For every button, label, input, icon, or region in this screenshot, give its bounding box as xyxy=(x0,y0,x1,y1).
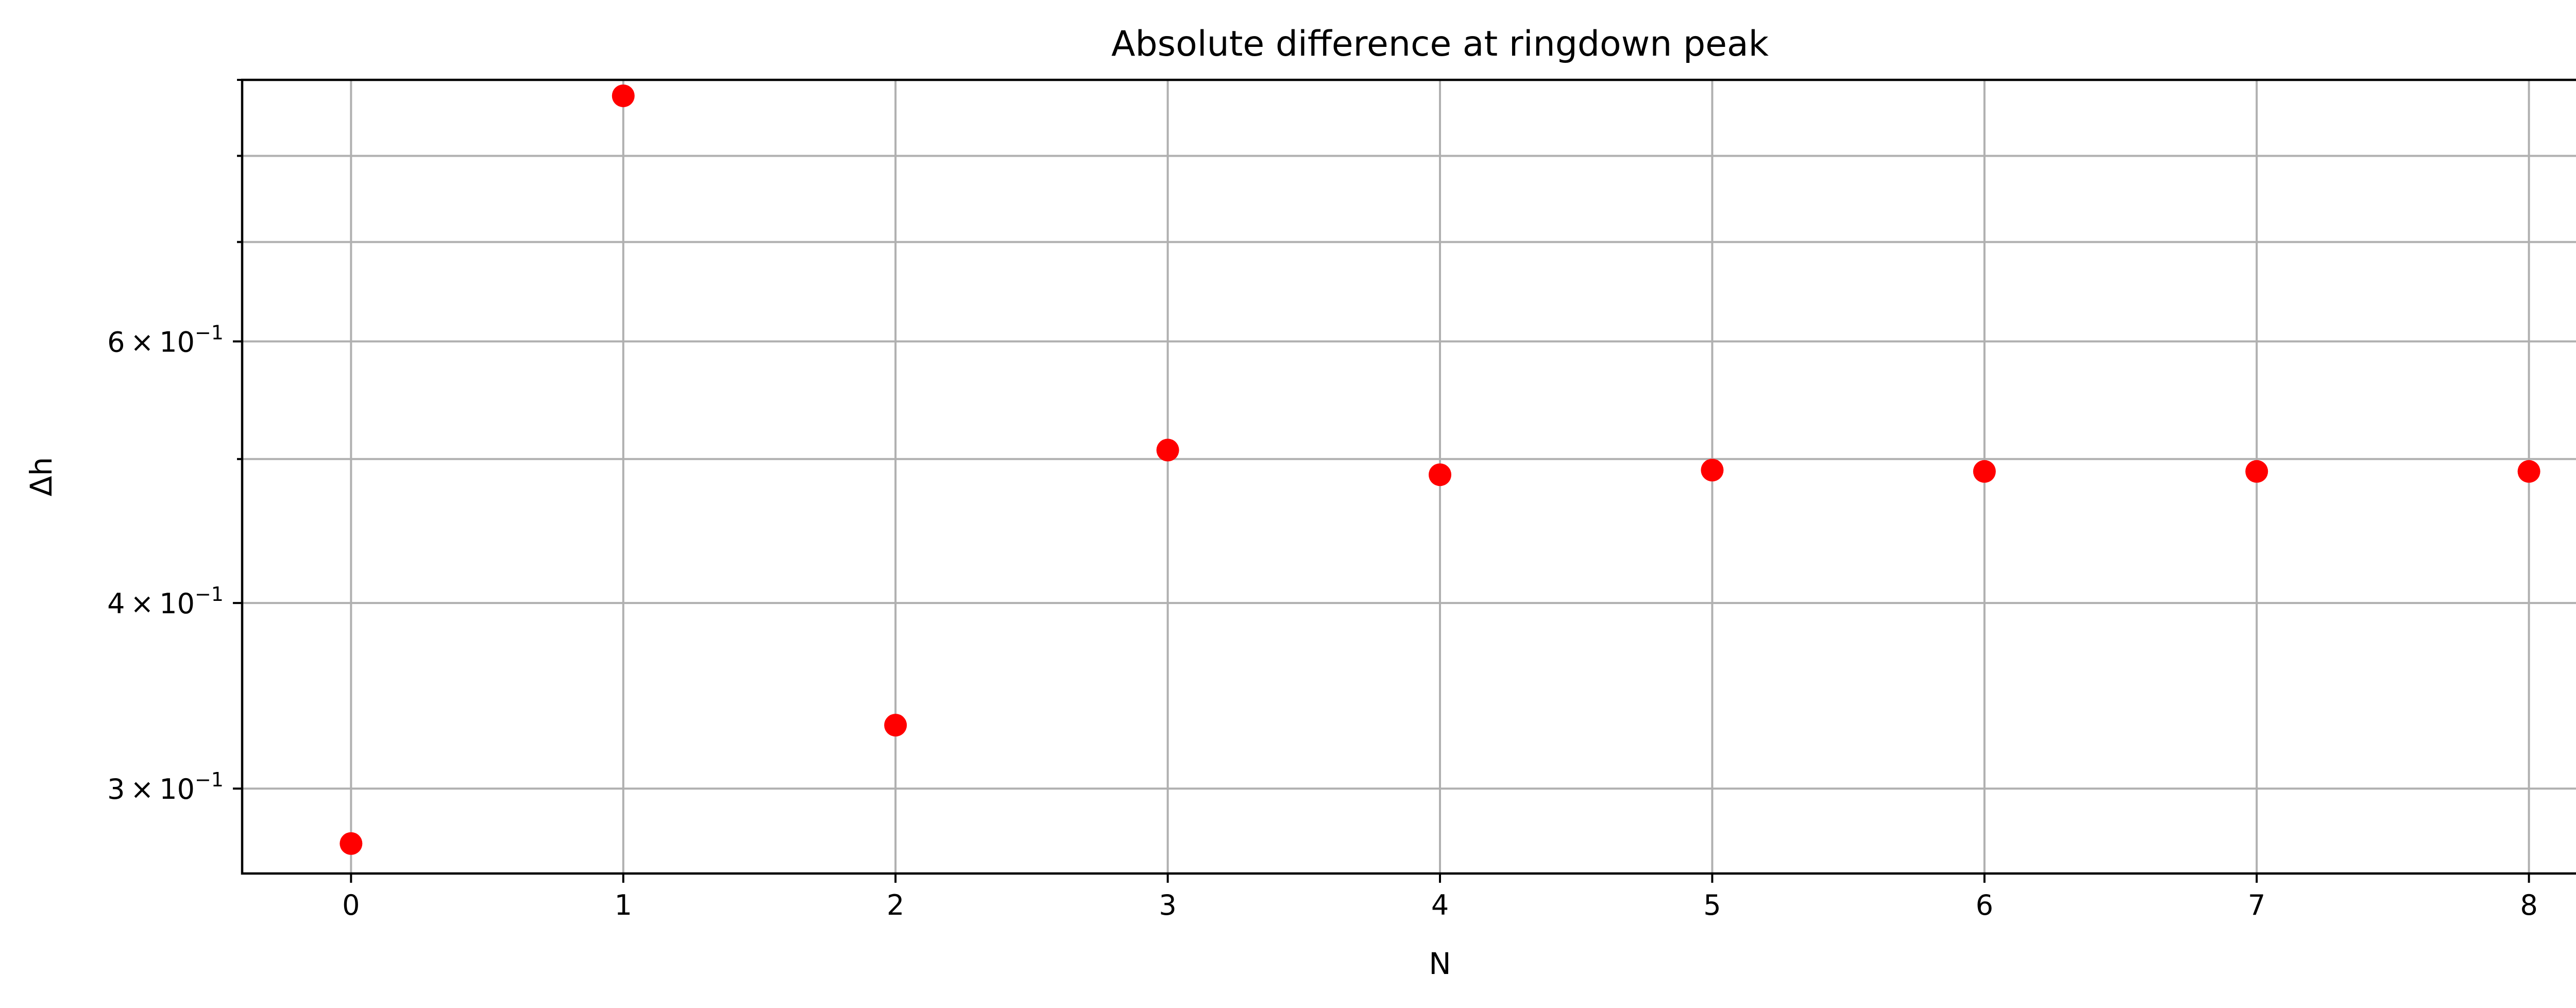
y-tick-label: 3 × 10−1 xyxy=(107,768,224,805)
y-axis-label: Δh xyxy=(24,457,59,496)
x-tick-label: 3 xyxy=(1159,889,1176,921)
data-point xyxy=(2517,460,2540,483)
data-point xyxy=(1701,459,1724,482)
x-tick-label: 0 xyxy=(342,889,360,921)
data-point xyxy=(1973,460,1996,483)
y-tick-label: 4 × 10−1 xyxy=(107,583,224,620)
data-point xyxy=(1429,463,1451,486)
chart-title: Absolute difference at ringdown peak xyxy=(1111,24,1769,64)
x-axis-label: N xyxy=(1429,946,1451,981)
x-tick-label: 7 xyxy=(2248,889,2265,921)
plot-frame xyxy=(241,78,2576,875)
data-point xyxy=(884,714,907,737)
x-tick-label: 4 xyxy=(1431,889,1449,921)
data-points xyxy=(340,84,2540,855)
y-tick-label: 6 × 10−1 xyxy=(107,322,224,359)
ticks: 0 1 2 3 4 5 6 7 8 3 × 10−1 4 × 10−1 6 × 10−1 xyxy=(107,79,2538,921)
x-tick-label: 5 xyxy=(1703,889,1721,921)
grid xyxy=(242,79,2576,873)
data-point xyxy=(340,832,363,855)
data-point xyxy=(2245,460,2268,483)
x-tick-label: 1 xyxy=(615,889,632,921)
data-point xyxy=(1156,439,1179,462)
x-tick-label: 2 xyxy=(887,889,904,921)
x-tick-label: 6 xyxy=(1976,889,1993,921)
x-tick-label: 8 xyxy=(2520,889,2537,921)
data-point xyxy=(612,84,635,107)
